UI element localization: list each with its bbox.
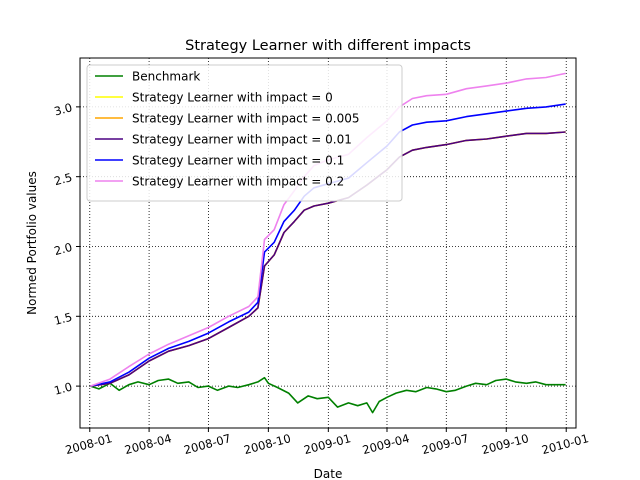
chart-title: Strategy Learner with different impacts: [185, 38, 471, 54]
y-tick-label: 3.0: [52, 100, 73, 118]
legend: Benchmark Strategy Learner with impact = …: [86, 64, 403, 202]
legend-label: Strategy Learner with impact = 0.2: [132, 175, 344, 189]
y-tick-label: 2.5: [52, 170, 73, 188]
legend-label: Strategy Learner with impact = 0: [132, 91, 333, 105]
legend-label: Strategy Learner with impact = 0.005: [132, 112, 360, 126]
legend-label: Benchmark: [132, 70, 200, 84]
y-axis: 1.0 1.5 2.0 2.5 3.0: [52, 100, 80, 398]
y-tick-label: 1.5: [52, 310, 73, 328]
series-line-3: [90, 131, 566, 387]
y-tick-label: 2.0: [52, 240, 73, 258]
y-tick-label: 1.0: [52, 379, 73, 397]
y-axis-label: Normed Portfolio values: [25, 171, 39, 315]
legend-label: Strategy Learner with impact = 0.1: [132, 154, 344, 168]
legend-box: [86, 64, 403, 202]
legend-label: Strategy Learner with impact = 0.01: [132, 133, 352, 147]
series-line-0: [90, 376, 566, 414]
x-axis-label: Date: [314, 467, 343, 480]
